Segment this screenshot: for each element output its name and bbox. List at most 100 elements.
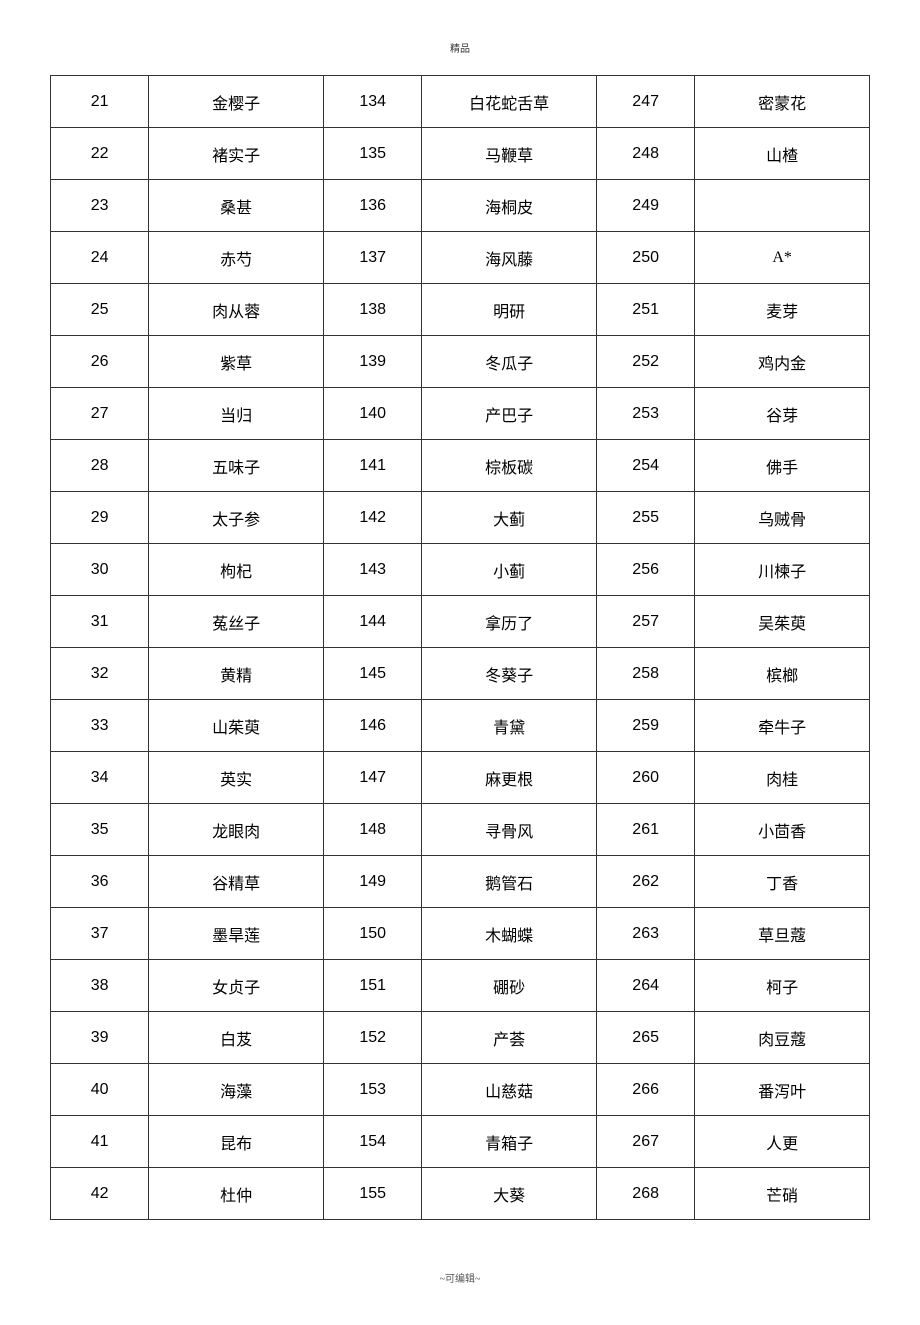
number-cell: 38 [51,960,149,1012]
name-cell: 赤芍 [149,232,324,284]
name-cell: 产巴子 [422,388,597,440]
name-cell: A* [695,232,870,284]
name-cell: 芒硝 [695,1168,870,1220]
name-cell: 川楝子 [695,544,870,596]
name-cell: 女贞子 [149,960,324,1012]
number-cell: 147 [323,752,421,804]
number-cell: 142 [323,492,421,544]
number-cell: 255 [596,492,694,544]
number-cell: 263 [596,908,694,960]
name-cell: 肉桂 [695,752,870,804]
name-cell: 英实 [149,752,324,804]
name-cell: 产荟 [422,1012,597,1064]
number-cell: 27 [51,388,149,440]
number-cell: 26 [51,336,149,388]
name-cell: 墨旱莲 [149,908,324,960]
name-cell: 小茴香 [695,804,870,856]
name-cell: 青黛 [422,700,597,752]
number-cell: 39 [51,1012,149,1064]
name-cell: 山楂 [695,128,870,180]
number-cell: 148 [323,804,421,856]
number-cell: 140 [323,388,421,440]
table-row: 28五味子141棕板碳254佛手 [51,440,870,492]
number-cell: 34 [51,752,149,804]
name-cell: 牵牛子 [695,700,870,752]
table-row: 37墨旱莲150木蝴蝶263草旦蔻 [51,908,870,960]
number-cell: 35 [51,804,149,856]
name-cell: 丁香 [695,856,870,908]
name-cell: 褚实子 [149,128,324,180]
number-cell: 144 [323,596,421,648]
name-cell: 明研 [422,284,597,336]
number-cell: 30 [51,544,149,596]
name-cell: 海桐皮 [422,180,597,232]
table-row: 27当归140产巴子253谷芽 [51,388,870,440]
name-cell: 金樱子 [149,76,324,128]
number-cell: 22 [51,128,149,180]
number-cell: 146 [323,700,421,752]
table-row: 29太子参142大蓟255乌贼骨 [51,492,870,544]
data-table: 21金樱子134白花蛇舌草247密蒙花22褚实子135马鞭草248山楂23桑甚1… [50,75,870,1220]
table-row: 35龙眼肉148寻骨风261小茴香 [51,804,870,856]
name-cell: 海藻 [149,1064,324,1116]
table-row: 41昆布154青箱子267人更 [51,1116,870,1168]
number-cell: 40 [51,1064,149,1116]
number-cell: 153 [323,1064,421,1116]
name-cell: 山慈菇 [422,1064,597,1116]
table-row: 33山茱萸146青黛259牵牛子 [51,700,870,752]
name-cell: 草旦蔻 [695,908,870,960]
table-row: 31菟丝子144拿历了257吴茱萸 [51,596,870,648]
table-row: 32黄精145冬葵子258槟榔 [51,648,870,700]
name-cell: 棕板碳 [422,440,597,492]
name-cell: 麦芽 [695,284,870,336]
number-cell: 42 [51,1168,149,1220]
number-cell: 262 [596,856,694,908]
name-cell: 乌贼骨 [695,492,870,544]
number-cell: 141 [323,440,421,492]
name-cell: 肉豆蔻 [695,1012,870,1064]
name-cell: 冬瓜子 [422,336,597,388]
name-cell: 五味子 [149,440,324,492]
number-cell: 267 [596,1116,694,1168]
name-cell: 密蒙花 [695,76,870,128]
name-cell: 马鞭草 [422,128,597,180]
number-cell: 151 [323,960,421,1012]
name-cell: 木蝴蝶 [422,908,597,960]
number-cell: 32 [51,648,149,700]
number-cell: 145 [323,648,421,700]
number-cell: 250 [596,232,694,284]
name-cell: 硼砂 [422,960,597,1012]
name-cell: 白芨 [149,1012,324,1064]
number-cell: 266 [596,1064,694,1116]
table-row: 38女贞子151硼砂264柯子 [51,960,870,1012]
name-cell: 昆布 [149,1116,324,1168]
number-cell: 152 [323,1012,421,1064]
number-cell: 257 [596,596,694,648]
number-cell: 25 [51,284,149,336]
number-cell: 29 [51,492,149,544]
name-cell: 鹅管石 [422,856,597,908]
table-row: 21金樱子134白花蛇舌草247密蒙花 [51,76,870,128]
name-cell: 谷精草 [149,856,324,908]
table-row: 23桑甚136海桐皮249 [51,180,870,232]
number-cell: 41 [51,1116,149,1168]
name-cell: 佛手 [695,440,870,492]
table-row: 22褚实子135马鞭草248山楂 [51,128,870,180]
number-cell: 24 [51,232,149,284]
number-cell: 256 [596,544,694,596]
table-row: 24赤芍137海风藤250A* [51,232,870,284]
name-cell: 黄精 [149,648,324,700]
number-cell: 149 [323,856,421,908]
number-cell: 154 [323,1116,421,1168]
name-cell: 寻骨风 [422,804,597,856]
number-cell: 253 [596,388,694,440]
name-cell: 番泻叶 [695,1064,870,1116]
number-cell: 265 [596,1012,694,1064]
number-cell: 135 [323,128,421,180]
table-row: 26紫草139冬瓜子252鸡内金 [51,336,870,388]
name-cell: 肉从蓉 [149,284,324,336]
number-cell: 139 [323,336,421,388]
name-cell: 太子参 [149,492,324,544]
table-row: 36谷精草149鹅管石262丁香 [51,856,870,908]
number-cell: 258 [596,648,694,700]
